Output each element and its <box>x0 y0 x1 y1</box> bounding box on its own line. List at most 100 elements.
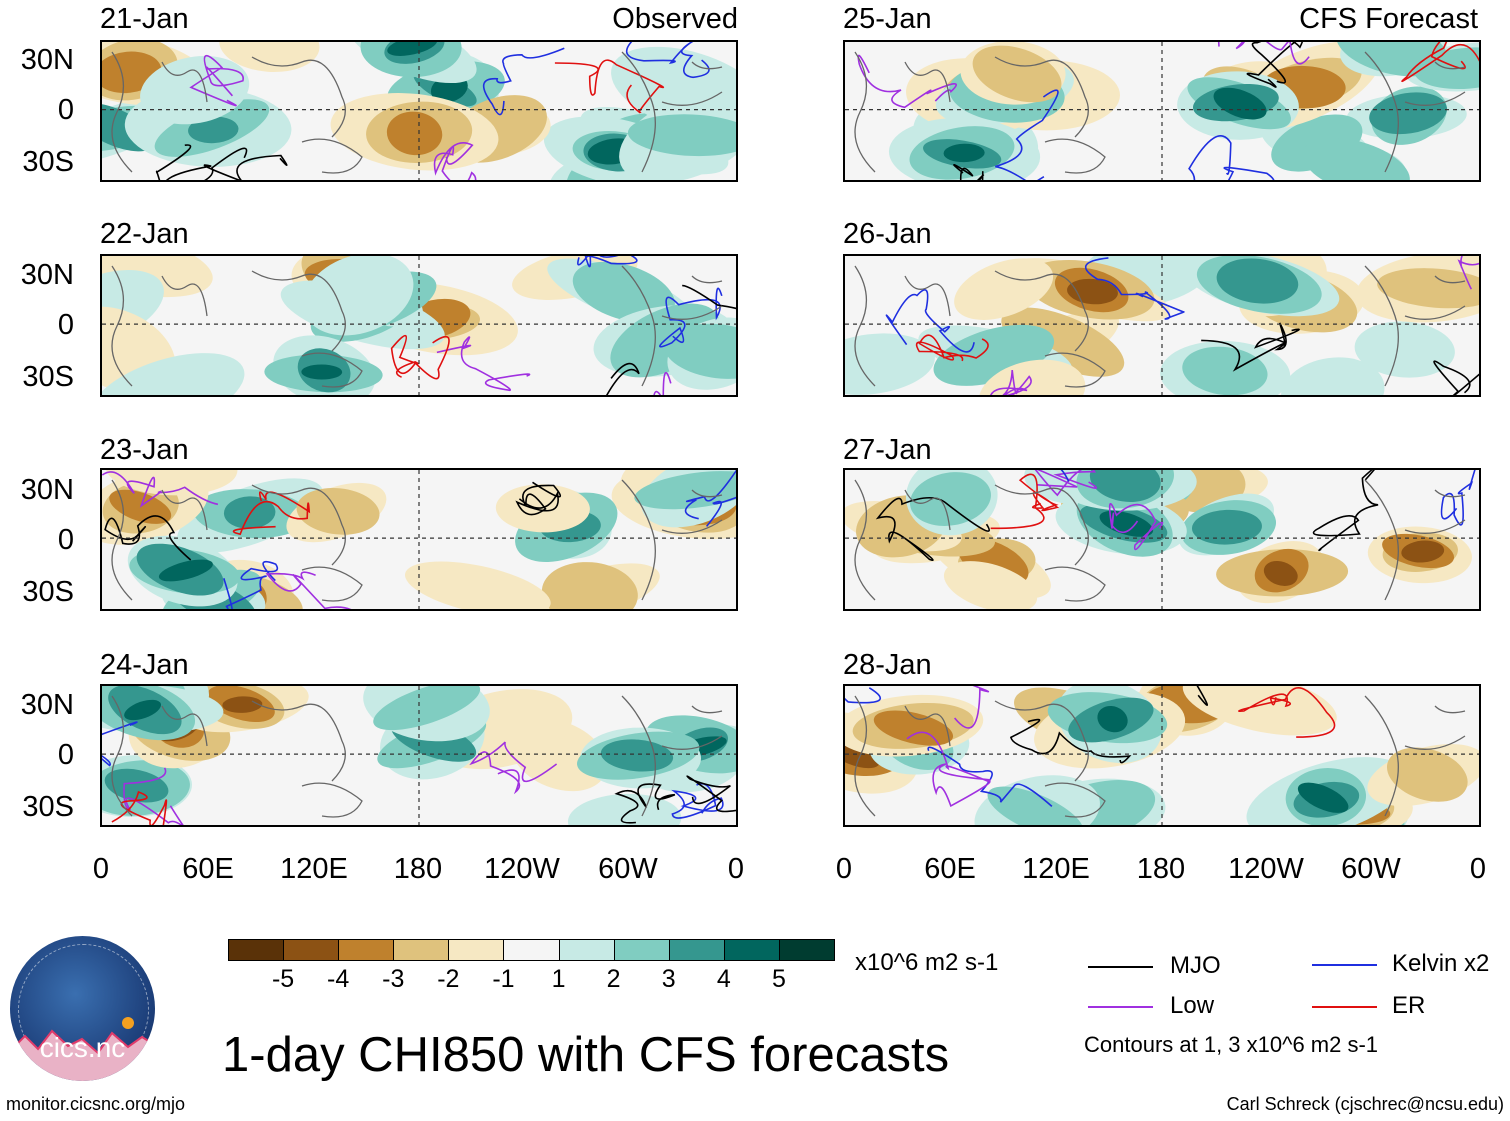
positive-anomaly <box>1213 87 1267 120</box>
legend-line-er <box>1312 1006 1377 1008</box>
map-field <box>102 470 736 609</box>
lon-label: 120E <box>280 853 348 885</box>
contour-line <box>1009 718 1132 764</box>
panel-date-label: 23-Jan <box>100 434 189 466</box>
lat-label-30n: 30N <box>20 259 74 291</box>
contour-line <box>875 497 990 561</box>
contour-line <box>682 284 736 310</box>
positive-anomaly <box>158 559 213 582</box>
positive-anomaly <box>301 364 343 380</box>
positive-anomaly <box>387 42 438 56</box>
footer-credit: Carl Schreck (cjschrec@ncsu.edu) <box>1226 1094 1504 1114</box>
negative-anomaly <box>386 111 443 156</box>
colorbar-swatch <box>558 939 615 961</box>
lat-label-30s: 30S <box>22 576 74 608</box>
contour-line <box>1108 503 1164 551</box>
map-field <box>102 686 736 825</box>
colorbar-tick-label: 5 <box>771 965 786 993</box>
coastline <box>854 479 1466 602</box>
map-panel-27-jan <box>843 468 1481 611</box>
positive-anomaly <box>140 55 250 125</box>
lon-label: 0 <box>727 853 745 885</box>
contour-line <box>1401 42 1479 82</box>
lat-label-0: 0 <box>57 94 74 126</box>
coastline <box>854 265 1466 388</box>
contour-line <box>1201 322 1300 372</box>
map-panel-23-jan <box>100 468 738 611</box>
legend-note: Contours at 1, 3 x10^6 m2 s-1 <box>1084 1032 1379 1057</box>
legend-line-kelvin <box>1312 964 1377 966</box>
contour-line <box>390 335 450 380</box>
map-panel-25-jan <box>843 40 1481 182</box>
positive-anomaly <box>104 768 169 803</box>
contour-line <box>989 370 1032 395</box>
coastline <box>854 51 1466 174</box>
coastline <box>111 51 723 174</box>
panel-date-label: 27-Jan <box>843 434 932 466</box>
legend-label-mjo: MJO <box>1170 952 1221 979</box>
contour-line <box>515 481 561 516</box>
coastline <box>111 479 723 602</box>
positive-anomaly <box>1097 705 1128 733</box>
map-field <box>102 256 736 395</box>
contour-line <box>845 687 881 704</box>
contour-line <box>436 336 531 392</box>
colorbar-swatch <box>613 939 670 961</box>
colorbar-tick-label: 4 <box>716 965 731 993</box>
legend-line-low <box>1088 1006 1153 1008</box>
map-panel-26-jan <box>843 254 1481 397</box>
contour-line <box>111 790 171 825</box>
positive-anomaly <box>102 353 245 395</box>
lon-label: 120W <box>484 853 560 885</box>
contour-line <box>686 775 736 813</box>
contour-line <box>102 471 219 508</box>
contour-line <box>659 287 723 348</box>
contour-line <box>625 42 710 79</box>
negative-anomaly <box>1263 560 1298 586</box>
negative-anomaly <box>296 487 380 535</box>
coastline <box>854 695 1466 818</box>
contour-line <box>189 54 244 107</box>
contour-line <box>483 47 565 116</box>
contour-line <box>554 59 665 114</box>
positive-anomaly <box>1369 92 1447 135</box>
positive-anomaly <box>567 793 682 825</box>
colorbar-tick-label: -5 <box>271 965 295 993</box>
contour-line <box>123 767 184 825</box>
contour-line <box>906 731 991 808</box>
positive-anomaly <box>1297 782 1349 813</box>
positive-anomaly <box>223 496 276 529</box>
map-panel-21-jan <box>100 40 738 182</box>
legend-label-kelvin: Kelvin x2 <box>1392 950 1490 977</box>
contour-line <box>102 721 138 767</box>
contour-line <box>671 783 724 819</box>
colorbar-swatch <box>393 939 450 961</box>
negative-anomaly <box>943 561 1038 609</box>
colorbar-tick-label: 2 <box>606 965 621 993</box>
colorbar-tick-label: 1 <box>551 965 566 993</box>
contour-line <box>885 289 975 353</box>
contour-line <box>265 571 352 609</box>
lon-label: 180 <box>393 853 443 885</box>
colorbar: -5 -4 -3 -2 -1 1 2 3 4 5 <box>228 939 835 999</box>
lat-label-0: 0 <box>57 524 74 556</box>
lat-label-30n: 30N <box>20 474 74 506</box>
lat-label-30n: 30N <box>20 689 74 721</box>
negative-anomaly <box>954 258 1054 320</box>
contour-line <box>1188 135 1275 180</box>
positive-anomaly <box>664 323 736 379</box>
contour-line <box>1085 257 1185 320</box>
positive-anomaly <box>1182 346 1268 395</box>
coastline <box>111 265 723 388</box>
lat-label-30n: 30N <box>20 44 74 76</box>
colorbar-swatch <box>448 939 505 961</box>
forecast-label: CFS Forecast <box>1299 3 1478 35</box>
contour-line <box>857 54 957 109</box>
positive-anomaly <box>373 686 481 731</box>
contour-line <box>684 470 736 527</box>
contour-line <box>1457 256 1479 290</box>
negative-anomaly <box>978 359 1086 395</box>
contour-line <box>1433 360 1479 395</box>
colorbar-tick-label: -3 <box>382 965 405 993</box>
panel-date-label: 21-Jan <box>100 3 189 35</box>
